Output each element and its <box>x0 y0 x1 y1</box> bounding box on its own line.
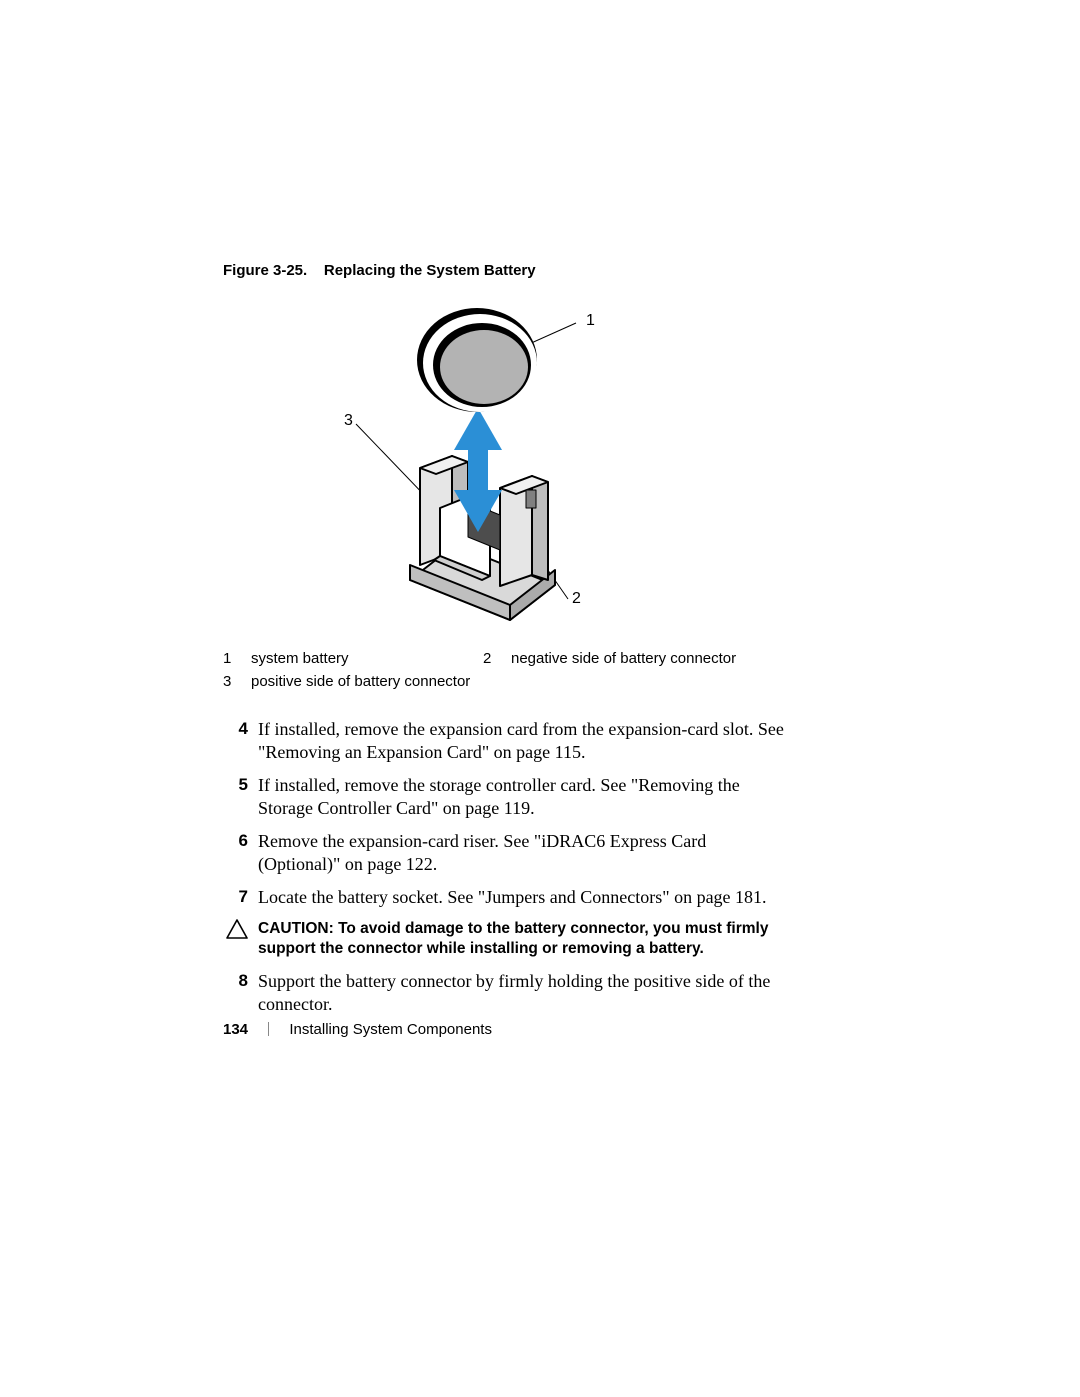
step-number: 6 <box>224 830 248 876</box>
legend-text: positive side of battery connector <box>251 673 481 690</box>
callout-1: 1 <box>586 312 595 330</box>
battery-diagram: 1 2 3 <box>340 290 630 630</box>
callout-2: 2 <box>572 590 581 608</box>
figure-caption-prefix: Figure 3-25. <box>223 262 307 279</box>
caution-block: CAUTION: To avoid damage to the battery … <box>224 919 784 959</box>
step-item: 6 Remove the expansion-card riser. See "… <box>224 830 784 876</box>
legend-item: 2 negative side of battery connector <box>483 650 791 667</box>
caution-body: To avoid damage to the battery connector… <box>258 920 768 957</box>
page-footer: 134 Installing System Components <box>223 1021 492 1038</box>
step-item: 4 If installed, remove the expansion car… <box>224 718 784 764</box>
system-battery-icon <box>417 308 537 412</box>
figure-legend-col2: 2 negative side of battery connector <box>483 650 791 673</box>
procedure-steps: 4 If installed, remove the expansion car… <box>224 718 784 1026</box>
step-text: Support the battery connector by firmly … <box>258 970 784 1016</box>
legend-num: 1 <box>223 650 241 667</box>
page-number: 134 <box>223 1021 248 1038</box>
caution-label: CAUTION: <box>258 920 334 937</box>
caution-text: CAUTION: To avoid damage to the battery … <box>258 919 784 959</box>
step-text: If installed, remove the storage control… <box>258 774 784 820</box>
footer-section: Installing System Components <box>289 1021 492 1038</box>
step-item: 5 If installed, remove the storage contr… <box>224 774 784 820</box>
step-text: If installed, remove the expansion card … <box>258 718 784 764</box>
step-item: 7 Locate the battery socket. See "Jumper… <box>224 886 784 909</box>
legend-text: system battery <box>251 650 481 667</box>
legend-text: negative side of battery connector <box>511 650 791 667</box>
caution-triangle-icon <box>224 919 248 939</box>
battery-diagram-svg <box>340 290 630 630</box>
step-text: Locate the battery socket. See "Jumpers … <box>258 886 784 909</box>
figure-legend-col1: 1 system battery 3 positive side of batt… <box>223 650 481 696</box>
document-page: Figure 3-25. Replacing the System Batter… <box>0 0 1080 1397</box>
legend-num: 2 <box>483 650 501 667</box>
step-text: Remove the expansion-card riser. See "iD… <box>258 830 784 876</box>
step-number: 8 <box>224 970 248 1016</box>
figure-caption: Figure 3-25. Replacing the System Batter… <box>223 262 536 279</box>
legend-item: 1 system battery <box>223 650 481 667</box>
figure-caption-title: Replacing the System Battery <box>324 262 536 279</box>
step-number: 5 <box>224 774 248 820</box>
step-number: 4 <box>224 718 248 764</box>
callout-3: 3 <box>344 412 353 430</box>
legend-num: 3 <box>223 673 241 690</box>
step-number: 7 <box>224 886 248 909</box>
step-item: 8 Support the battery connector by firml… <box>224 970 784 1016</box>
footer-separator <box>268 1022 269 1036</box>
legend-item: 3 positive side of battery connector <box>223 673 481 690</box>
